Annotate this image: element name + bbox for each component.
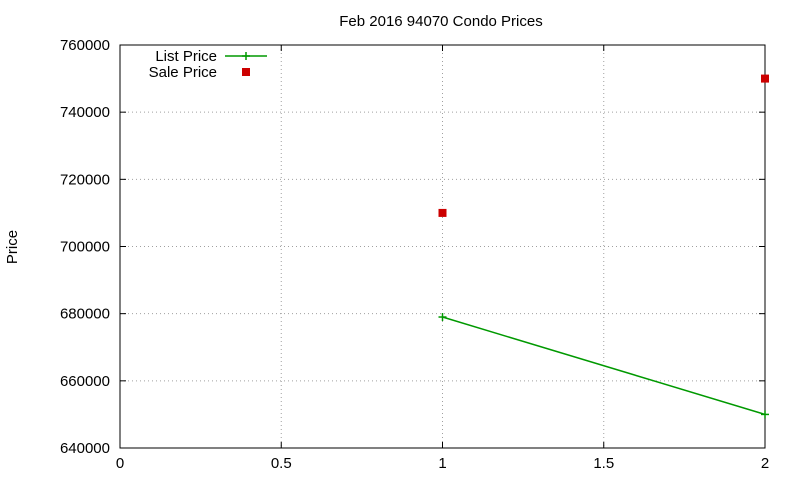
- x-tick-label: 0.5: [271, 455, 292, 472]
- data-point: [761, 74, 769, 83]
- y-tick-label: 740000: [60, 104, 110, 121]
- legend-marker: [242, 68, 250, 76]
- y-tick-label: 720000: [60, 171, 110, 188]
- y-tick-label: 640000: [60, 440, 110, 457]
- y-tick-label: 680000: [60, 306, 110, 323]
- legend-label: List Price: [155, 48, 217, 65]
- y-axis-label: Price: [4, 230, 21, 264]
- legend-entry: Sale Price: [149, 64, 250, 81]
- x-tick-label: 0: [116, 455, 124, 472]
- x-tick-label: 1: [438, 455, 446, 472]
- x-tick-label: 2: [761, 455, 769, 472]
- y-tick-label: 660000: [60, 373, 110, 390]
- y-tick-label: 760000: [60, 37, 110, 54]
- series-0: [438, 313, 769, 419]
- series-line: [442, 316, 766, 416]
- legend-marker: [242, 52, 250, 60]
- x-tick-label: 1.5: [593, 455, 614, 472]
- y-tick-label: 700000: [60, 239, 110, 256]
- legend-label: Sale Price: [149, 64, 217, 81]
- grid: [120, 45, 765, 448]
- legend-entry: List Price: [155, 48, 267, 65]
- series-1: [438, 74, 769, 217]
- data-point: [438, 208, 447, 217]
- data-point: [438, 313, 447, 322]
- series: [438, 74, 769, 419]
- chart-title: Feb 2016 94070 Condo Prices: [339, 13, 542, 30]
- data-point: [761, 410, 769, 419]
- axis-ticks: 0 0.5 1 1.5 2 640000 660000 680000 700000 720000 7…: [60, 37, 769, 472]
